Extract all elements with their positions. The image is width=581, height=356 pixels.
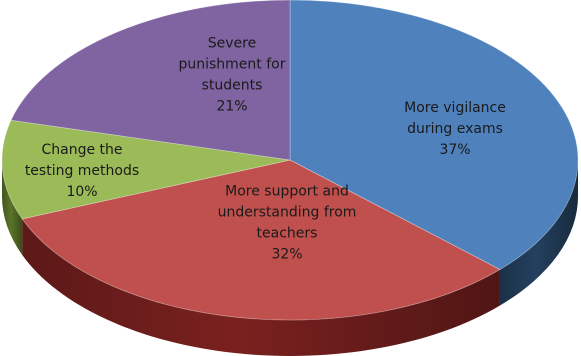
slice-value-label: 10% (66, 184, 97, 200)
slice-category-label: Severe (208, 36, 256, 52)
pie-slice-2 (21, 159, 501, 321)
pie-side-shade-2 (22, 218, 500, 356)
pie-side-shade-3 (1, 160, 23, 255)
slice-category-label: More support and (225, 184, 349, 200)
slice-category-label: testing methods (25, 163, 139, 179)
slice-value-label: 21% (216, 99, 247, 115)
slice-label-1: More vigilance during exams 37% (404, 100, 506, 158)
slice-category-label: students (202, 78, 263, 94)
pie-tops (1, 0, 579, 321)
slice-label-3: Change the testing methods 10% (25, 142, 139, 200)
slice-category-label: Change the (41, 142, 122, 158)
slice-category-label: punishment for (178, 57, 285, 73)
slice-category-label: teachers (257, 226, 318, 242)
pie-slice-1 (289, 0, 579, 270)
pie-slice-3 (1, 119, 291, 220)
pie-sides (1, 160, 578, 356)
pie-side-shade-1 (499, 160, 578, 306)
pie-slice-4 (10, 0, 291, 161)
slice-value-label: 32% (271, 247, 302, 263)
slice-label-2: More support and understanding from teache… (218, 184, 357, 263)
slice-category-label: during exams (407, 121, 503, 137)
pie-labels: More vigilance during exams 37% More suppor… (25, 36, 506, 263)
slice-category-label: More vigilance (404, 100, 506, 116)
slice-category-label: understanding from (218, 205, 357, 221)
slice-label-4: Severe punishment for students 21% (178, 36, 285, 115)
slice-value-label: 37% (439, 142, 470, 158)
